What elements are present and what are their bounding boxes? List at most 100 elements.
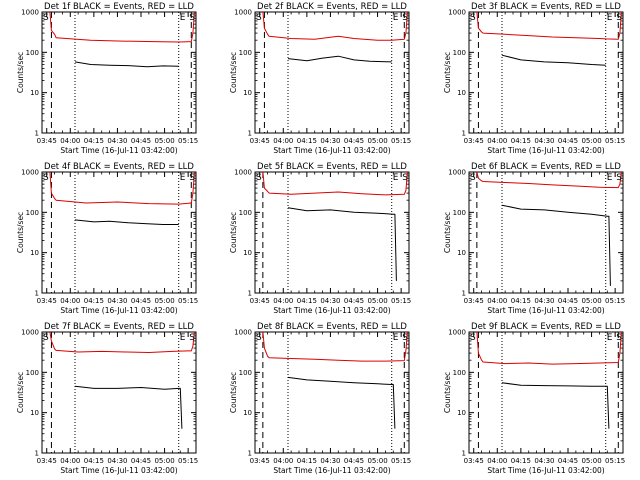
lld-series-line (476, 171, 622, 189)
start-marker-left: S (43, 173, 49, 183)
events-series-line (501, 382, 610, 429)
x-tick-label: 04:30 (320, 297, 340, 305)
x-tick-label: 04:45 (131, 457, 151, 465)
chart-title: Det 3f BLACK = Events, RED = LLD (471, 2, 621, 12)
events-series-line (287, 55, 392, 63)
x-tick-label: 03:45 (37, 457, 57, 465)
x-tick-label: 04:45 (131, 297, 151, 305)
chart-title: Det 9f BLACK = Events, RED = LLD (471, 322, 621, 332)
x-tick-label: 05:00 (367, 297, 387, 305)
y-tick-label: 1 (248, 450, 252, 458)
detector-panel: Det 1f BLACK = Events, RED = LLD 1 10 100 10… (0, 0, 213, 160)
lld-series-line (262, 11, 408, 41)
start-marker-left: S (256, 333, 262, 343)
y-tick-label: 1000 (21, 169, 39, 177)
y-tick-label: 10 (457, 249, 466, 257)
x-tick-label: 05:00 (154, 137, 174, 145)
y-tick-label: 1 (462, 290, 466, 298)
y-tick-label: 1000 (234, 9, 252, 17)
detector-panel: Det 4f BLACK = Events, RED = LLD 1 10 100 10… (0, 160, 213, 320)
plot-frame (254, 11, 410, 134)
y-tick-label: 1 (462, 130, 466, 138)
y-tick-label: 10 (243, 89, 252, 97)
x-tick-label: 03:45 (37, 137, 57, 145)
y-tick-label: 1 (248, 290, 252, 298)
y-tick-label: 1000 (234, 169, 252, 177)
start-marker-right: S (402, 13, 408, 23)
events-series-line (501, 54, 606, 66)
x-axis-label: Start Time (16-Jul-11 03:42:00) (273, 306, 390, 315)
x-tick-label: 05:15 (605, 137, 625, 145)
y-tick-label: 10 (243, 409, 252, 417)
y-tick-label: 10 (457, 89, 466, 97)
y-axis-label: Counts/sec (229, 52, 238, 93)
detector-chart: Det 8f BLACK = Events, RED = LLD 1 10 100 10… (229, 322, 411, 475)
start-marker-left: S (43, 13, 49, 23)
lld-series-line (262, 331, 408, 362)
chart-title: Det 2f BLACK = Events, RED = LLD (257, 2, 407, 12)
x-tick-label: 04:45 (558, 137, 578, 145)
detector-panel: Det 5f BLACK = Events, RED = LLD 1 10 100 10… (213, 160, 426, 320)
x-tick-label: 05:00 (154, 297, 174, 305)
events-series-line (287, 207, 397, 281)
x-tick-label: 04:00 (273, 137, 293, 145)
y-tick-label: 1000 (448, 9, 466, 17)
x-tick-label: 04:15 (511, 297, 531, 305)
y-tick-label: 1 (35, 450, 39, 458)
x-tick-label: 05:00 (154, 457, 174, 465)
x-axis-label: Start Time (16-Jul-11 03:42:00) (487, 306, 604, 315)
x-tick-label: 04:45 (344, 137, 364, 145)
events-series-line (74, 385, 183, 429)
x-tick-label: 05:15 (178, 137, 198, 145)
detector-chart: Det 1f BLACK = Events, RED = LLD 1 10 100 10… (16, 2, 198, 155)
x-tick-label: 03:45 (37, 297, 57, 305)
chart-title: Det 8f BLACK = Events, RED = LLD (257, 322, 407, 332)
plot-frame (41, 171, 197, 294)
y-tick-label: 100 (26, 369, 39, 377)
y-tick-label: 100 (453, 49, 466, 57)
detector-chart: Det 6f BLACK = Events, RED = LLD 1 10 100 10… (443, 162, 625, 315)
x-tick-label: 04:00 (487, 137, 507, 145)
y-tick-label: 100 (26, 209, 39, 217)
chart-title: Det 1f BLACK = Events, RED = LLD (44, 2, 194, 12)
y-tick-label: 100 (453, 369, 466, 377)
x-tick-label: 03:45 (250, 457, 270, 465)
y-tick-label: 100 (453, 209, 466, 217)
x-tick-label: 05:15 (605, 457, 625, 465)
x-tick-label: 04:15 (511, 457, 531, 465)
y-tick-label: 1000 (448, 329, 466, 337)
x-tick-label: 04:15 (511, 137, 531, 145)
detector-panel: Det 7f BLACK = Events, RED = LLD 1 10 100 10… (0, 320, 213, 480)
start-marker-right: S (616, 13, 622, 23)
events-series-line (74, 61, 179, 68)
x-tick-label: 04:00 (60, 297, 80, 305)
x-tick-label: 03:45 (464, 297, 484, 305)
end-marker: E (607, 173, 613, 183)
x-tick-label: 03:45 (250, 137, 270, 145)
plot-frame (468, 171, 624, 294)
y-tick-label: 100 (239, 49, 252, 57)
x-tick-label: 03:45 (464, 457, 484, 465)
x-tick-label: 04:45 (344, 457, 364, 465)
y-tick-label: 1 (35, 290, 39, 298)
x-tick-label: 04:15 (84, 457, 104, 465)
end-marker: E (607, 333, 613, 343)
start-marker-right: S (189, 13, 195, 23)
x-tick-label: 04:30 (534, 137, 554, 145)
y-tick-label: 10 (243, 249, 252, 257)
x-axis-label: Start Time (16-Jul-11 03:42:00) (487, 466, 604, 475)
plot-frame (254, 171, 410, 294)
y-tick-label: 1 (248, 130, 252, 138)
x-tick-label: 04:45 (131, 137, 151, 145)
y-tick-label: 1000 (448, 169, 466, 177)
x-tick-label: 05:00 (367, 457, 387, 465)
y-axis-label: Counts/sec (16, 372, 25, 413)
x-tick-label: 05:00 (581, 457, 601, 465)
lld-series-line (49, 331, 195, 353)
start-marker-right: S (402, 173, 408, 183)
x-tick-label: 05:00 (581, 137, 601, 145)
detector-panel: Det 9f BLACK = Events, RED = LLD 1 10 100 10… (427, 320, 640, 480)
lld-series-line (262, 171, 408, 196)
x-tick-label: 04:30 (320, 457, 340, 465)
